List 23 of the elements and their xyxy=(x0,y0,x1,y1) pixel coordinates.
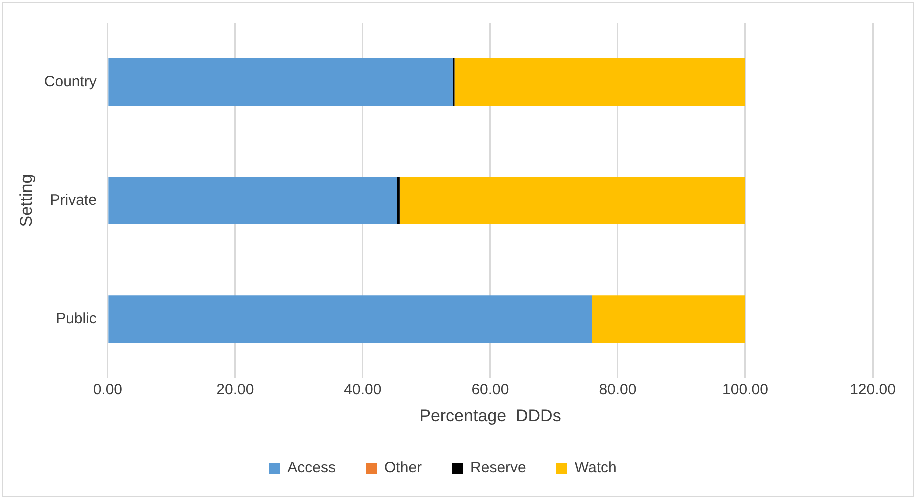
y-tick-label: Public xyxy=(56,310,98,328)
x-tick-label: 0.00 xyxy=(93,382,123,399)
bar xyxy=(108,296,592,344)
bar xyxy=(400,177,746,225)
bar xyxy=(397,177,400,225)
bar xyxy=(108,177,398,225)
bar xyxy=(108,58,454,106)
x-tick-label: 120.00 xyxy=(850,382,896,399)
legend-label: Other xyxy=(384,460,422,477)
legend-label: Watch xyxy=(574,460,617,477)
x-tick-label: 80.00 xyxy=(599,382,637,399)
y-tick-label: Country xyxy=(44,73,98,90)
y-tick-label: Private xyxy=(50,192,97,209)
x-tick-label: 60.00 xyxy=(472,382,510,399)
x-tick-label: 20.00 xyxy=(216,382,254,399)
legend-label: Reserve xyxy=(470,460,526,477)
bar xyxy=(592,296,746,344)
x-tick-label: 100.00 xyxy=(722,382,768,399)
legend-label: Access xyxy=(288,460,336,477)
y-axis-title: Setting xyxy=(16,174,36,228)
bar xyxy=(454,58,746,106)
x-axis-title: Percentage DDDs xyxy=(420,406,562,426)
x-tick-label: 40.00 xyxy=(344,382,382,399)
